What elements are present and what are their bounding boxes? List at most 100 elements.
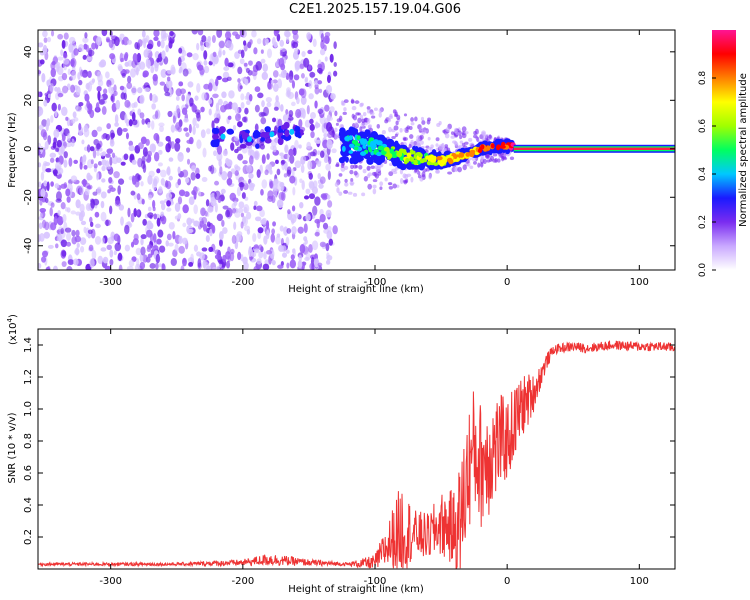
noise-blob	[65, 116, 69, 121]
noise-blob	[319, 241, 327, 248]
noise-blob	[146, 43, 153, 50]
noise-blob	[136, 209, 140, 216]
noise-blob	[214, 254, 221, 260]
noise-blob	[109, 139, 115, 147]
noise-blob	[235, 113, 241, 122]
transition-haze	[421, 171, 426, 178]
noise-blob	[186, 228, 194, 234]
noise-blob	[141, 155, 146, 165]
noise-blob	[248, 94, 253, 102]
transition-haze	[373, 171, 378, 177]
noise-blob	[85, 82, 90, 90]
transition-haze	[357, 117, 362, 124]
noise-blob	[276, 181, 283, 191]
noise-blob	[131, 111, 136, 122]
y-tick-label: 0.8	[23, 433, 34, 449]
noise-blob	[216, 213, 223, 222]
noise-blob	[122, 128, 128, 133]
noise-blob	[253, 47, 258, 55]
noise-blob	[147, 244, 153, 250]
noise-blob	[82, 73, 88, 78]
noise-blob	[89, 221, 94, 228]
transition-haze	[376, 123, 381, 129]
noise-blob	[221, 91, 227, 99]
noise-blob	[233, 200, 238, 206]
transition-haze	[462, 164, 467, 171]
noise-blob	[174, 202, 181, 213]
noise-blob	[156, 168, 161, 174]
noise-blob	[66, 207, 71, 213]
x-tick-label: 100	[630, 576, 649, 587]
transition-haze	[482, 158, 487, 164]
noise-blob	[38, 162, 42, 168]
noise-blob	[166, 200, 171, 207]
noise-blob	[183, 127, 189, 132]
noise-blob	[289, 154, 295, 164]
noise-blob	[312, 205, 318, 216]
noise-blob	[57, 103, 61, 111]
transition-haze	[427, 146, 432, 150]
track-core	[376, 152, 382, 157]
noise-blob	[304, 119, 311, 128]
noise-blob	[221, 170, 228, 181]
transition-haze	[343, 190, 349, 194]
noise-blob	[258, 250, 264, 259]
noise-blob	[298, 119, 303, 128]
noise-blob	[64, 227, 72, 233]
noise-blob	[151, 93, 158, 104]
noise-blob	[79, 245, 85, 253]
noise-blob	[277, 264, 284, 269]
noise-blob	[43, 180, 48, 187]
noise-blob	[300, 88, 307, 99]
noise-blob	[165, 44, 169, 53]
track-core	[348, 135, 353, 141]
transition-haze	[388, 171, 394, 177]
noise-blob	[293, 74, 300, 81]
noise-blob	[150, 249, 155, 256]
noise-blob	[47, 135, 52, 145]
noise-blob	[252, 233, 257, 243]
noise-blob	[222, 49, 226, 56]
transition-haze	[438, 120, 442, 126]
noise-blob	[205, 199, 210, 207]
noise-blob	[253, 150, 260, 161]
transition-haze	[393, 125, 399, 131]
transition-haze	[435, 169, 441, 174]
noise-blob	[167, 110, 173, 118]
noise-blob	[84, 188, 90, 196]
transition-haze	[480, 154, 485, 161]
track-body	[414, 146, 419, 154]
noise-blob	[314, 231, 320, 237]
noise-blob	[285, 109, 289, 115]
noise-blob	[218, 259, 224, 265]
noise-blob	[294, 212, 300, 219]
noise-blob	[170, 141, 175, 150]
y-tick-label: -40	[23, 238, 34, 254]
x-tick-label: -300	[99, 576, 122, 587]
noise-blob	[109, 156, 113, 166]
noise-blob	[253, 200, 258, 207]
noise-blob	[75, 247, 80, 256]
snr-y-multiplier-close: )	[8, 314, 19, 318]
noise-blob	[81, 155, 86, 166]
noise-blob	[44, 197, 49, 204]
noise-blob	[117, 185, 121, 195]
noise-blob	[243, 62, 248, 67]
transition-haze	[399, 169, 404, 175]
noise-blob	[275, 95, 279, 103]
early-blob-core	[269, 131, 275, 138]
noise-blob	[291, 205, 296, 212]
noise-blob	[225, 40, 232, 48]
transition-haze	[427, 136, 431, 141]
noise-blob	[88, 244, 94, 251]
noise-blob	[152, 73, 158, 82]
noise-blob	[38, 181, 42, 188]
x-tick-label: -200	[231, 277, 254, 288]
noise-blob	[230, 168, 236, 175]
transition-haze	[450, 131, 455, 136]
noise-blob	[161, 263, 165, 269]
noise-blob	[50, 30, 55, 37]
noise-blob	[137, 142, 144, 150]
noise-blob	[141, 30, 146, 38]
transition-haze	[388, 126, 392, 133]
